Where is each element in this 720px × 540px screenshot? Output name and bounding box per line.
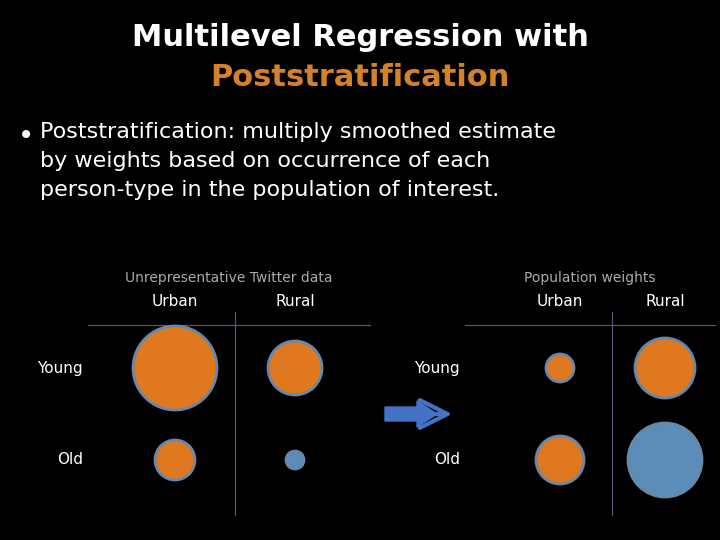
Circle shape [268,341,322,395]
Text: Young: Young [37,361,83,375]
Circle shape [286,451,304,469]
Circle shape [536,436,584,484]
Circle shape [635,338,695,398]
Text: •: • [18,122,35,150]
Text: Multilevel Regression with: Multilevel Regression with [132,24,588,52]
Text: Urban: Urban [537,294,583,309]
Text: Population weights: Population weights [524,271,656,285]
Circle shape [628,423,702,497]
Text: Urban: Urban [152,294,198,309]
Circle shape [546,354,574,382]
Text: Rural: Rural [275,294,315,309]
Text: Poststratification: Poststratification [210,64,510,92]
FancyArrow shape [385,401,437,427]
Text: Poststratification: multiply smoothed estimate
by weights based on occurrence of: Poststratification: multiply smoothed es… [40,122,556,200]
Circle shape [133,326,217,410]
Text: Young: Young [415,361,460,375]
Text: Old: Old [57,453,83,468]
Circle shape [155,440,195,480]
Text: Rural: Rural [645,294,685,309]
Text: Unrepresentative Twitter data: Unrepresentative Twitter data [125,271,333,285]
Text: Old: Old [434,453,460,468]
